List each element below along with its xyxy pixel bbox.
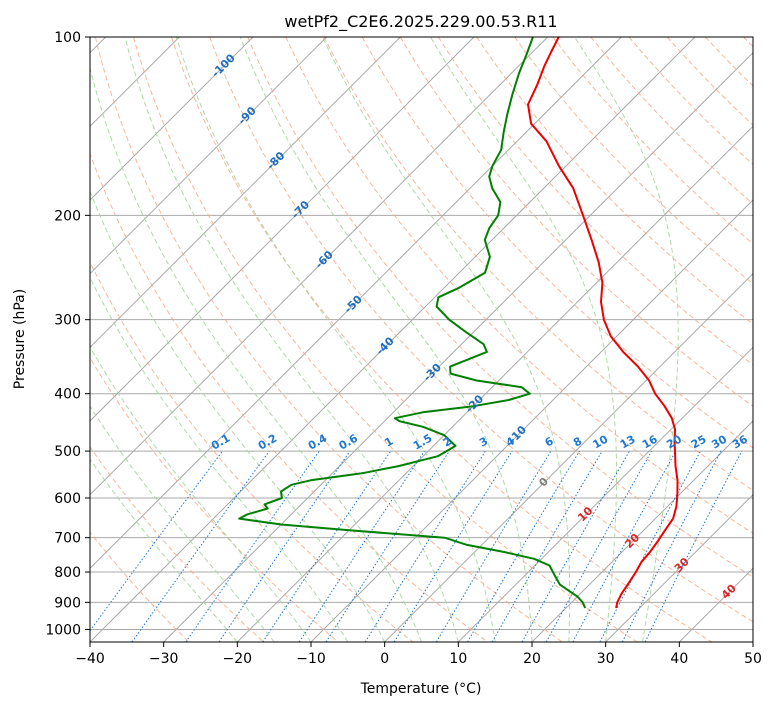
mixing-ratio-line bbox=[325, 450, 450, 642]
x-tick-label: −40 bbox=[75, 651, 105, 667]
dry-adiabat bbox=[247, 37, 753, 578]
dry-adiabat bbox=[90, 531, 190, 642]
x-axis-ticks: −40 −30 −20 −10 0 10 20 30 40 50 bbox=[75, 642, 762, 667]
moist-adiabat bbox=[430, 37, 617, 642]
dry-adiabat bbox=[399, 37, 753, 407]
mixing-ratio-line bbox=[621, 450, 722, 642]
x-tick-label: 20 bbox=[523, 651, 541, 667]
mixing-ratio-line bbox=[218, 450, 351, 642]
plot-area: 0.1 0.2 0.4 0.6 1 1.5 2 3 4 6 8 10 13 16 20 25 30 36-100-… bbox=[90, 37, 753, 642]
y-tick-label: 400 bbox=[54, 387, 81, 403]
dry-adiabats bbox=[90, 37, 753, 642]
dry-adiabat bbox=[90, 152, 488, 642]
mixing-ratio-line bbox=[545, 450, 653, 642]
temperature-trace bbox=[527, 37, 679, 609]
isotherm-line bbox=[90, 37, 549, 496]
y-axis-label: Pressure (hPa) bbox=[12, 289, 28, 389]
isotherm-line bbox=[90, 37, 401, 349]
y-tick-label: 300 bbox=[54, 313, 81, 329]
isotherm-line bbox=[457, 346, 753, 642]
x-tick-label: −20 bbox=[223, 651, 253, 667]
dry-adiabat bbox=[476, 37, 753, 325]
dry-adiabat bbox=[209, 37, 753, 623]
isotherm-line bbox=[605, 493, 753, 642]
mixing-ratio-line bbox=[185, 450, 320, 642]
isotherm-line bbox=[90, 37, 254, 201]
y-tick-label: 800 bbox=[54, 565, 81, 581]
y-tick-label: 700 bbox=[54, 531, 81, 547]
moist-adiabat bbox=[175, 37, 496, 642]
moist-adiabats bbox=[90, 37, 679, 642]
dry-adiabat bbox=[132, 37, 638, 642]
isotherm-line bbox=[90, 37, 328, 275]
moist-adiabat bbox=[574, 37, 679, 642]
mixing-ratio-line bbox=[393, 450, 513, 642]
x-axis-label: Temperature (°C) bbox=[360, 681, 482, 697]
moist-adiabat bbox=[90, 458, 238, 642]
x-tick-label: 0 bbox=[380, 651, 389, 667]
x-tick-label: 40 bbox=[670, 651, 688, 667]
x-tick-label: −30 bbox=[149, 651, 179, 667]
moist-adiabat bbox=[239, 37, 533, 642]
moist-adiabat bbox=[90, 65, 422, 642]
x-tick-label: 10 bbox=[449, 651, 467, 667]
moist-adiabat bbox=[322, 37, 571, 642]
moist-adiabat bbox=[90, 345, 312, 642]
moist-adiabat bbox=[124, 37, 459, 642]
y-tick-label: 1000 bbox=[45, 622, 81, 638]
isotherm-line bbox=[531, 420, 753, 642]
mixing-ratio-line bbox=[364, 450, 486, 642]
y-tick-label: 500 bbox=[54, 444, 81, 460]
sounding-traces bbox=[238, 37, 679, 609]
dry-adiabat bbox=[90, 446, 264, 642]
mixing-ratio-line bbox=[90, 450, 223, 632]
moist-adiabat bbox=[90, 189, 386, 642]
y-axis-ticks: 100 200 300 400 500 600 700 800 900 1000 bbox=[45, 30, 90, 638]
moist-adiabat bbox=[90, 405, 275, 642]
dry-adiabat bbox=[514, 37, 753, 285]
dry-adiabat bbox=[285, 37, 753, 535]
y-tick-label: 900 bbox=[54, 595, 81, 611]
y-tick-label: 100 bbox=[54, 30, 81, 46]
mixing-ratio-line bbox=[262, 450, 392, 642]
isotherm-line bbox=[90, 37, 475, 422]
mixing-ratio-line bbox=[435, 450, 552, 642]
moist-adiabat bbox=[90, 276, 349, 642]
isotherm-line bbox=[384, 272, 753, 642]
y-tick-label: 200 bbox=[54, 208, 81, 224]
mixing-ratio-line bbox=[131, 450, 270, 642]
dry-adiabat bbox=[94, 37, 563, 642]
y-tick-label: 600 bbox=[54, 491, 81, 507]
mixing-ratio-line bbox=[521, 450, 630, 642]
x-tick-label: −10 bbox=[296, 651, 326, 667]
x-tick-label: 30 bbox=[597, 651, 615, 667]
dry-adiabat bbox=[90, 260, 414, 642]
mixing-ratio-line bbox=[572, 450, 677, 642]
dewpoint-trace bbox=[238, 37, 587, 609]
x-tick-label: 50 bbox=[744, 651, 762, 667]
isotherm-line bbox=[163, 51, 753, 642]
chart-title: wetPf2_C2E6.2025.229.00.53.R11 bbox=[284, 12, 557, 32]
isotherm-line bbox=[90, 37, 622, 570]
plot-frame bbox=[89, 36, 754, 643]
mixing-ratio-line bbox=[298, 450, 425, 642]
dry-adiabat bbox=[323, 37, 753, 491]
isotherm-line bbox=[236, 125, 753, 642]
mixing-ratio-line bbox=[644, 450, 743, 642]
dry-adiabat bbox=[437, 37, 753, 366]
